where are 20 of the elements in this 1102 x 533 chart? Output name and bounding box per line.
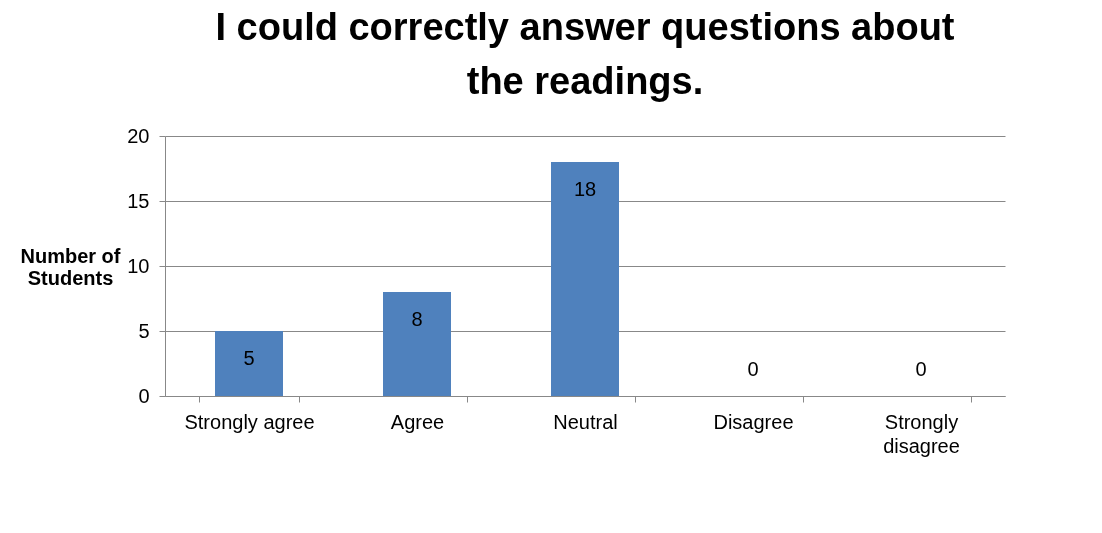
x-tick-label: Disagree <box>713 410 794 433</box>
data-label: 5 <box>243 347 255 369</box>
chart-title: I could correctly answer questions about the readings. <box>215 6 955 102</box>
y-tick-label: 5 <box>138 319 150 342</box>
x-tick-label: Agree <box>390 410 445 433</box>
x-tick-label: Neutral <box>553 410 618 433</box>
data-label: 0 <box>747 358 759 380</box>
x-tick-label: Strongly agree <box>184 410 315 433</box>
bar <box>551 162 619 396</box>
bar <box>215 331 283 396</box>
y-tick-label: 0 <box>138 384 150 407</box>
data-label: 8 <box>411 308 423 330</box>
y-tick-label: 10 <box>127 254 150 277</box>
y-tick-label: 20 <box>127 124 150 147</box>
y-tick-label: 15 <box>127 189 150 212</box>
data-label: 18 <box>573 178 597 200</box>
y-axis-title: Number of Students <box>20 244 121 289</box>
bar <box>383 292 451 396</box>
x-tick-label: Strongly disagree <box>883 410 960 457</box>
data-label: 0 <box>915 358 927 380</box>
